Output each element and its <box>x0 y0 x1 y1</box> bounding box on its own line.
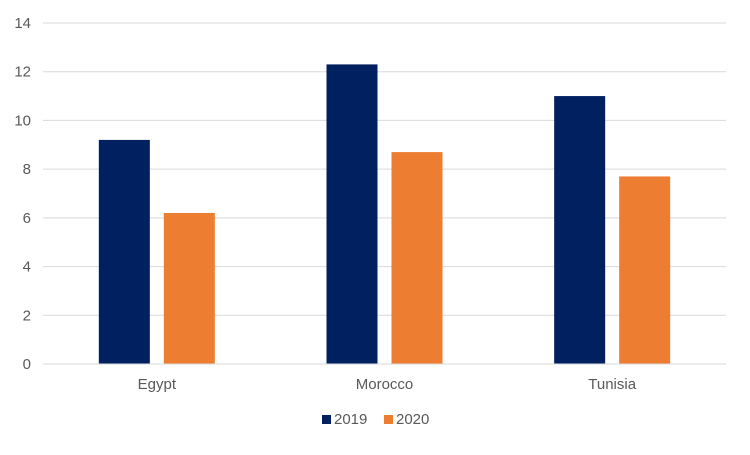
legend-label-2020: 2020 <box>396 411 429 428</box>
bar-egypt-2020 <box>163 212 215 364</box>
y-tick-label: 2 <box>23 307 31 324</box>
y-tick-label: 12 <box>14 64 31 81</box>
bar-morocco-2019 <box>326 64 378 365</box>
x-tick-label-egypt: Egypt <box>138 376 177 393</box>
legend-swatch-2019 <box>322 415 331 424</box>
y-axis-tick-labels: 0 2 4 6 8 10 12 14 <box>14 15 31 373</box>
y-tick-label: 14 <box>14 15 31 32</box>
bar-egypt-2019 <box>98 139 150 364</box>
bar-tunisia-2020 <box>619 176 671 364</box>
y-tick-label: 10 <box>14 112 31 129</box>
bars <box>98 64 671 365</box>
y-tick-label: 0 <box>23 356 31 373</box>
bar-tunisia-2019 <box>554 96 606 365</box>
y-tick-label: 4 <box>23 259 31 276</box>
x-axis-tick-labels: Egypt Morocco Tunisia <box>138 376 637 393</box>
legend: 2019 2020 <box>322 411 429 428</box>
legend-swatch-2020 <box>384 415 393 424</box>
legend-label-2019: 2019 <box>334 411 367 428</box>
x-tick-label-morocco: Morocco <box>356 376 414 393</box>
y-tick-label: 6 <box>23 210 31 227</box>
gridlines <box>43 22 726 316</box>
x-tick-label-tunisia: Tunisia <box>588 376 636 393</box>
bar-morocco-2020 <box>391 152 443 364</box>
y-tick-label: 8 <box>23 161 31 178</box>
